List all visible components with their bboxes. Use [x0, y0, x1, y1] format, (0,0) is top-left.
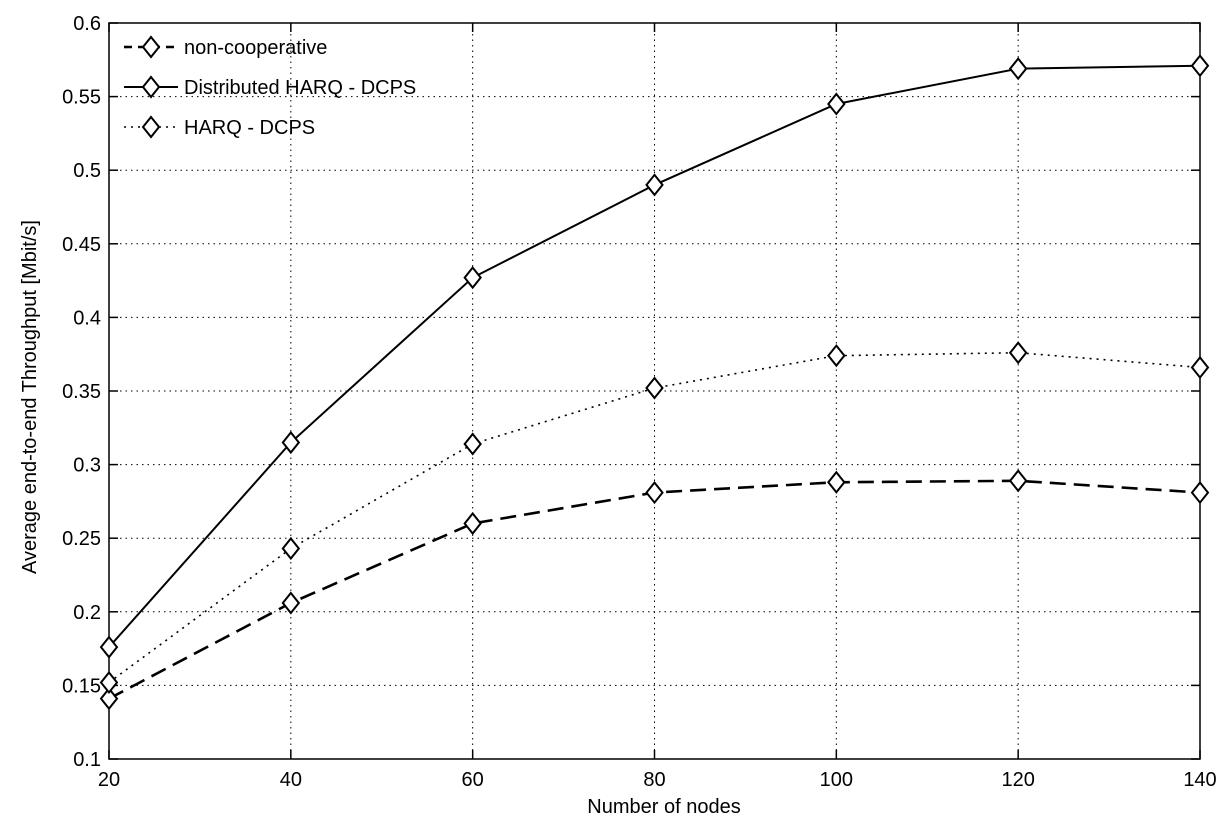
series-1-point: [645, 480, 664, 505]
x-axis-label: Number of nodes: [587, 796, 740, 818]
y-tick-label: 0.25: [62, 528, 101, 550]
series-2-point: [645, 173, 664, 197]
series-1-point: [99, 687, 119, 711]
x-tick-label: 100: [820, 769, 853, 791]
series-line-3: [108, 351, 1201, 684]
series-2-point: [99, 635, 119, 659]
series-1-point: [827, 470, 846, 494]
legend-marker-1: [141, 35, 161, 59]
series-3-point: [281, 536, 301, 561]
series-3-point: [645, 376, 664, 400]
y-tick-label: 0.15: [62, 675, 101, 697]
series-3-point: [463, 432, 482, 456]
series-2-point: [1190, 54, 1210, 78]
y-tick-label: 0.6: [73, 13, 101, 35]
y-tick-label: 0.55: [62, 87, 101, 109]
x-tick-label: 60: [462, 769, 484, 791]
series-group: [99, 54, 1210, 711]
x-tick-label: 140: [1183, 769, 1216, 791]
y-tick-label: 0.45: [62, 234, 101, 256]
legend-marker-2: [141, 75, 161, 99]
legend-label-1: non-cooperative: [184, 37, 327, 59]
series-3-point: [827, 344, 846, 368]
x-tick-label: 120: [1001, 769, 1034, 791]
y-tick-label: 0.2: [73, 602, 101, 624]
series-2-point: [281, 430, 301, 455]
series-2-point: [827, 92, 846, 116]
legend: non-cooperative Distributed HARQ - DCPS HA…: [124, 35, 416, 139]
series-3-point: [1190, 355, 1210, 380]
series-3-point: [99, 670, 119, 695]
series-line-2: [108, 64, 1201, 648]
series-1-point: [463, 511, 482, 536]
series-1-point: [1008, 469, 1028, 493]
y-tick-label: 0.4: [73, 307, 101, 329]
series-2-point: [1008, 57, 1028, 81]
series-3-point: [1008, 341, 1028, 365]
legend-label-2: Distributed HARQ - DCPS: [184, 77, 416, 99]
series-1-point: [1190, 480, 1210, 505]
y-tick-label: 0.1: [73, 749, 101, 771]
legend-label-3: HARQ - DCPS: [184, 117, 315, 139]
series-1-point: [281, 591, 301, 615]
x-tick-label: 80: [643, 769, 665, 791]
y-tick-label: 0.35: [62, 381, 101, 403]
series-2-point: [463, 266, 482, 290]
y-tick-label: 0.5: [73, 160, 101, 182]
axis-ticks: 20 40 60 80 100 120 140 0.1 0.15 0.2 0.25 0.3 0.35 0.…: [62, 13, 1217, 791]
x-tick-label: 40: [280, 769, 302, 791]
y-tick-label: 0.3: [73, 455, 101, 477]
y-axis-label: Average end-to-end Throughput [Mbit/s]: [19, 220, 41, 574]
x-tick-label: 20: [98, 769, 120, 791]
legend-marker-3: [141, 115, 161, 139]
